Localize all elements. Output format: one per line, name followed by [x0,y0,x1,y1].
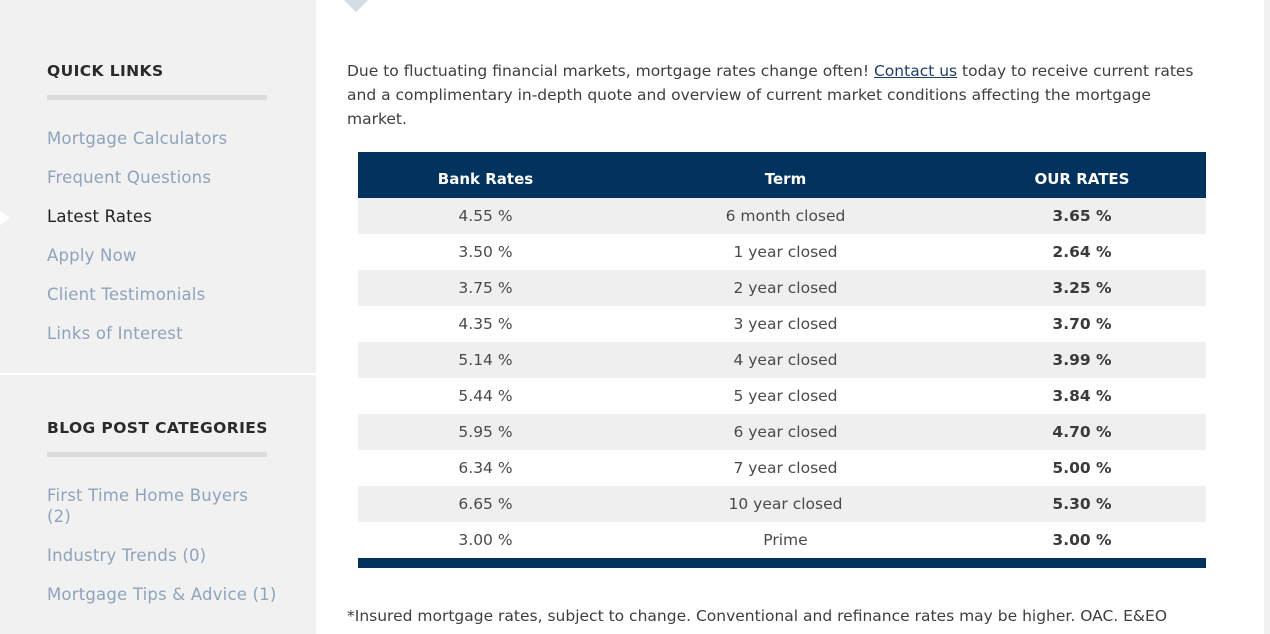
category-link-first-time-home-buyers[interactable]: First Time Home Buyers (2) [47,486,249,526]
header-term: Term [613,152,958,198]
sidebar: QUICK LINKS Mortgage Calculators Frequen… [0,0,316,634]
our-rate-cell: 3.99 % [958,342,1206,378]
rates-footnote: *Insured mortgage rates, subject to chan… [347,607,1168,625]
term-cell: 10 year closed [613,486,958,522]
bank-rate-cell: 4.35 % [358,306,613,342]
intro-text-before: Due to fluctuating financial markets, mo… [347,62,874,80]
blog-categories-underline [47,452,267,457]
term-cell: Prime [613,522,958,558]
our-rate-cell: 3.70 % [958,306,1206,342]
term-cell: 4 year closed [613,342,958,378]
table-row: 6.34 % 7 year closed 5.00 % [358,450,1206,486]
bank-rate-cell: 3.50 % [358,234,613,270]
sidebar-divider [0,373,316,375]
table-row: 3.50 % 1 year closed 2.64 % [358,234,1206,270]
rates-table: Bank Rates Term OUR RATES 4.55 % 6 month… [358,152,1206,568]
rates-table-body: 4.55 % 6 month closed 3.65 % 3.50 % 1 ye… [358,198,1206,558]
list-item: Apply Now [47,239,227,278]
sidebar-link-apply-now[interactable]: Apply Now [47,246,137,265]
intro-text-after: today to receive current rates and a com… [347,62,1194,128]
table-row: 5.14 % 4 year closed 3.99 % [358,342,1206,378]
table-row: 4.35 % 3 year closed 3.70 % [358,306,1206,342]
our-rate-cell: 5.00 % [958,450,1206,486]
table-row: 3.75 % 2 year closed 3.25 % [358,270,1206,306]
term-cell: 2 year closed [613,270,958,306]
term-cell: 6 month closed [613,198,958,234]
sidebar-link-links-of-interest[interactable]: Links of Interest [47,324,183,343]
list-item: Latest Rates [47,200,227,239]
list-item: Mortgage Tips & Advice (1) [47,584,277,605]
blog-categories-heading: BLOG POST CATEGORIES [47,419,268,437]
active-item-marker [0,206,10,230]
our-rate-cell: 5.30 % [958,486,1206,522]
table-row: 6.65 % 10 year closed 5.30 % [358,486,1206,522]
term-cell: 6 year closed [613,414,958,450]
category-link-industry-trends[interactable]: Industry Trends (0) [47,546,207,565]
bank-rate-cell: 5.44 % [358,378,613,414]
our-rate-cell: 4.70 % [958,414,1206,450]
list-item: Frequent Questions [47,161,227,200]
quick-links-underline [47,95,267,100]
quick-links-list: Mortgage Calculators Frequent Questions … [47,122,227,356]
our-rate-cell: 3.65 % [958,198,1206,234]
our-rate-cell: 3.00 % [958,522,1206,558]
blog-categories-list: First Time Home Buyers (2) Industry Tren… [47,485,277,605]
footer-bar [358,558,1206,568]
header-our-rates: OUR RATES [958,152,1206,198]
bank-rate-cell: 6.65 % [358,486,613,522]
category-link-mortgage-tips-advice[interactable]: Mortgage Tips & Advice (1) [47,585,277,604]
bank-rate-cell: 6.34 % [358,450,613,486]
list-item: Client Testimonials [47,278,227,317]
table-row: 5.95 % 6 year closed 4.70 % [358,414,1206,450]
our-rate-cell: 2.64 % [958,234,1206,270]
term-cell: 7 year closed [613,450,958,486]
bank-rate-cell: 4.55 % [358,198,613,234]
table-row: 3.00 % Prime 3.00 % [358,522,1206,558]
footer-bar-row [358,558,1206,568]
header-bank-rates: Bank Rates [358,152,613,198]
bank-rate-cell: 5.14 % [358,342,613,378]
list-item: Industry Trends (0) [47,545,277,566]
top-notch-decoration [342,0,372,14]
sidebar-link-client-testimonials[interactable]: Client Testimonials [47,285,206,304]
sidebar-link-latest-rates[interactable]: Latest Rates [47,207,153,226]
table-row: 5.44 % 5 year closed 3.84 % [358,378,1206,414]
right-gutter [1264,0,1270,634]
intro-paragraph: Due to fluctuating financial markets, mo… [347,59,1197,131]
bank-rate-cell: 3.75 % [358,270,613,306]
term-cell: 5 year closed [613,378,958,414]
list-item: Links of Interest [47,317,227,356]
header-row: Bank Rates Term OUR RATES [358,152,1206,198]
our-rate-cell: 3.25 % [958,270,1206,306]
sidebar-link-mortgage-calculators[interactable]: Mortgage Calculators [47,129,228,148]
quick-links-heading: QUICK LINKS [47,62,164,80]
list-item: First Time Home Buyers (2) [47,485,277,527]
term-cell: 1 year closed [613,234,958,270]
table-row: 4.55 % 6 month closed 3.65 % [358,198,1206,234]
term-cell: 3 year closed [613,306,958,342]
bank-rate-cell: 3.00 % [358,522,613,558]
contact-us-link[interactable]: Contact us [873,62,958,80]
sidebar-link-frequent-questions[interactable]: Frequent Questions [47,168,212,187]
rates-table-header: Bank Rates Term OUR RATES [358,152,1206,198]
bank-rate-cell: 5.95 % [358,414,613,450]
rates-table-footer [358,558,1206,568]
list-item: Mortgage Calculators [47,122,227,161]
our-rate-cell: 3.84 % [958,378,1206,414]
